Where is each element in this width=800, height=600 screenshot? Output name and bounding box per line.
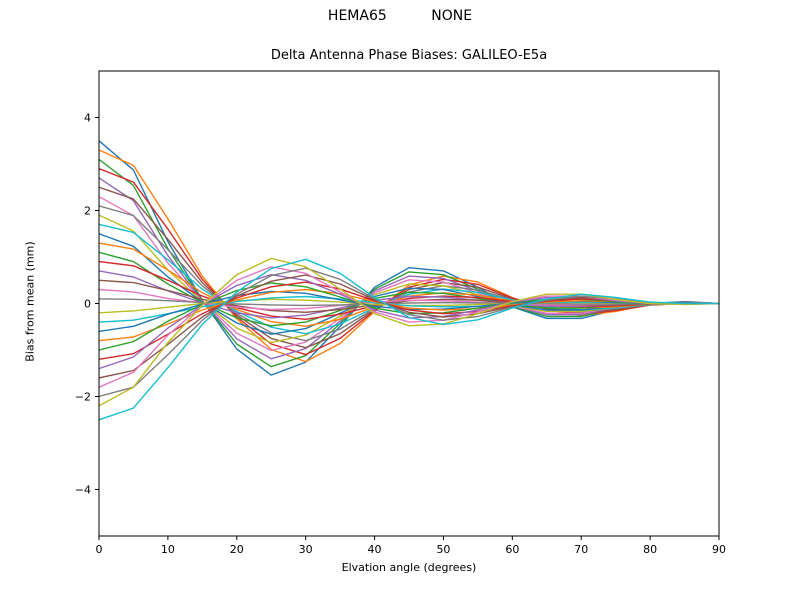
x-tick-label: 60 [505, 543, 519, 556]
x-tick-label: 80 [643, 543, 657, 556]
series-line [99, 167, 719, 356]
y-axis-label: Bias from mean (mm) [23, 241, 37, 362]
x-tick-label: 40 [368, 543, 382, 556]
x-tick-label: 20 [230, 543, 244, 556]
series-line [99, 195, 719, 352]
series-lines [99, 140, 719, 421]
series-line [99, 258, 719, 421]
x-tick-label: 30 [299, 543, 313, 556]
x-axis-label: Elvation angle (degrees) [341, 561, 477, 574]
x-tick-label: 70 [574, 543, 588, 556]
series-line [99, 298, 719, 307]
series-line [99, 223, 719, 335]
figure-suptitle: HEMA65 NONE [327, 8, 473, 24]
series-line [99, 149, 719, 363]
x-tick-label: 90 [712, 543, 726, 556]
x-tick-label: 50 [436, 543, 450, 556]
x-tick-label: 10 [161, 543, 175, 556]
y-tick-label: −4 [75, 484, 91, 497]
y-tick-label: 4 [84, 112, 91, 125]
y-tick-label: 2 [84, 205, 91, 218]
series-line [99, 214, 719, 344]
series-line [99, 260, 719, 320]
series-line [99, 186, 719, 349]
chart-title: Delta Antenna Phase Biases: GALILEO-E5a [270, 48, 548, 63]
y-tick-label: −2 [75, 391, 91, 404]
y-tick-label: 0 [84, 298, 91, 311]
series-line [99, 257, 719, 407]
x-tick-label: 0 [96, 543, 103, 556]
